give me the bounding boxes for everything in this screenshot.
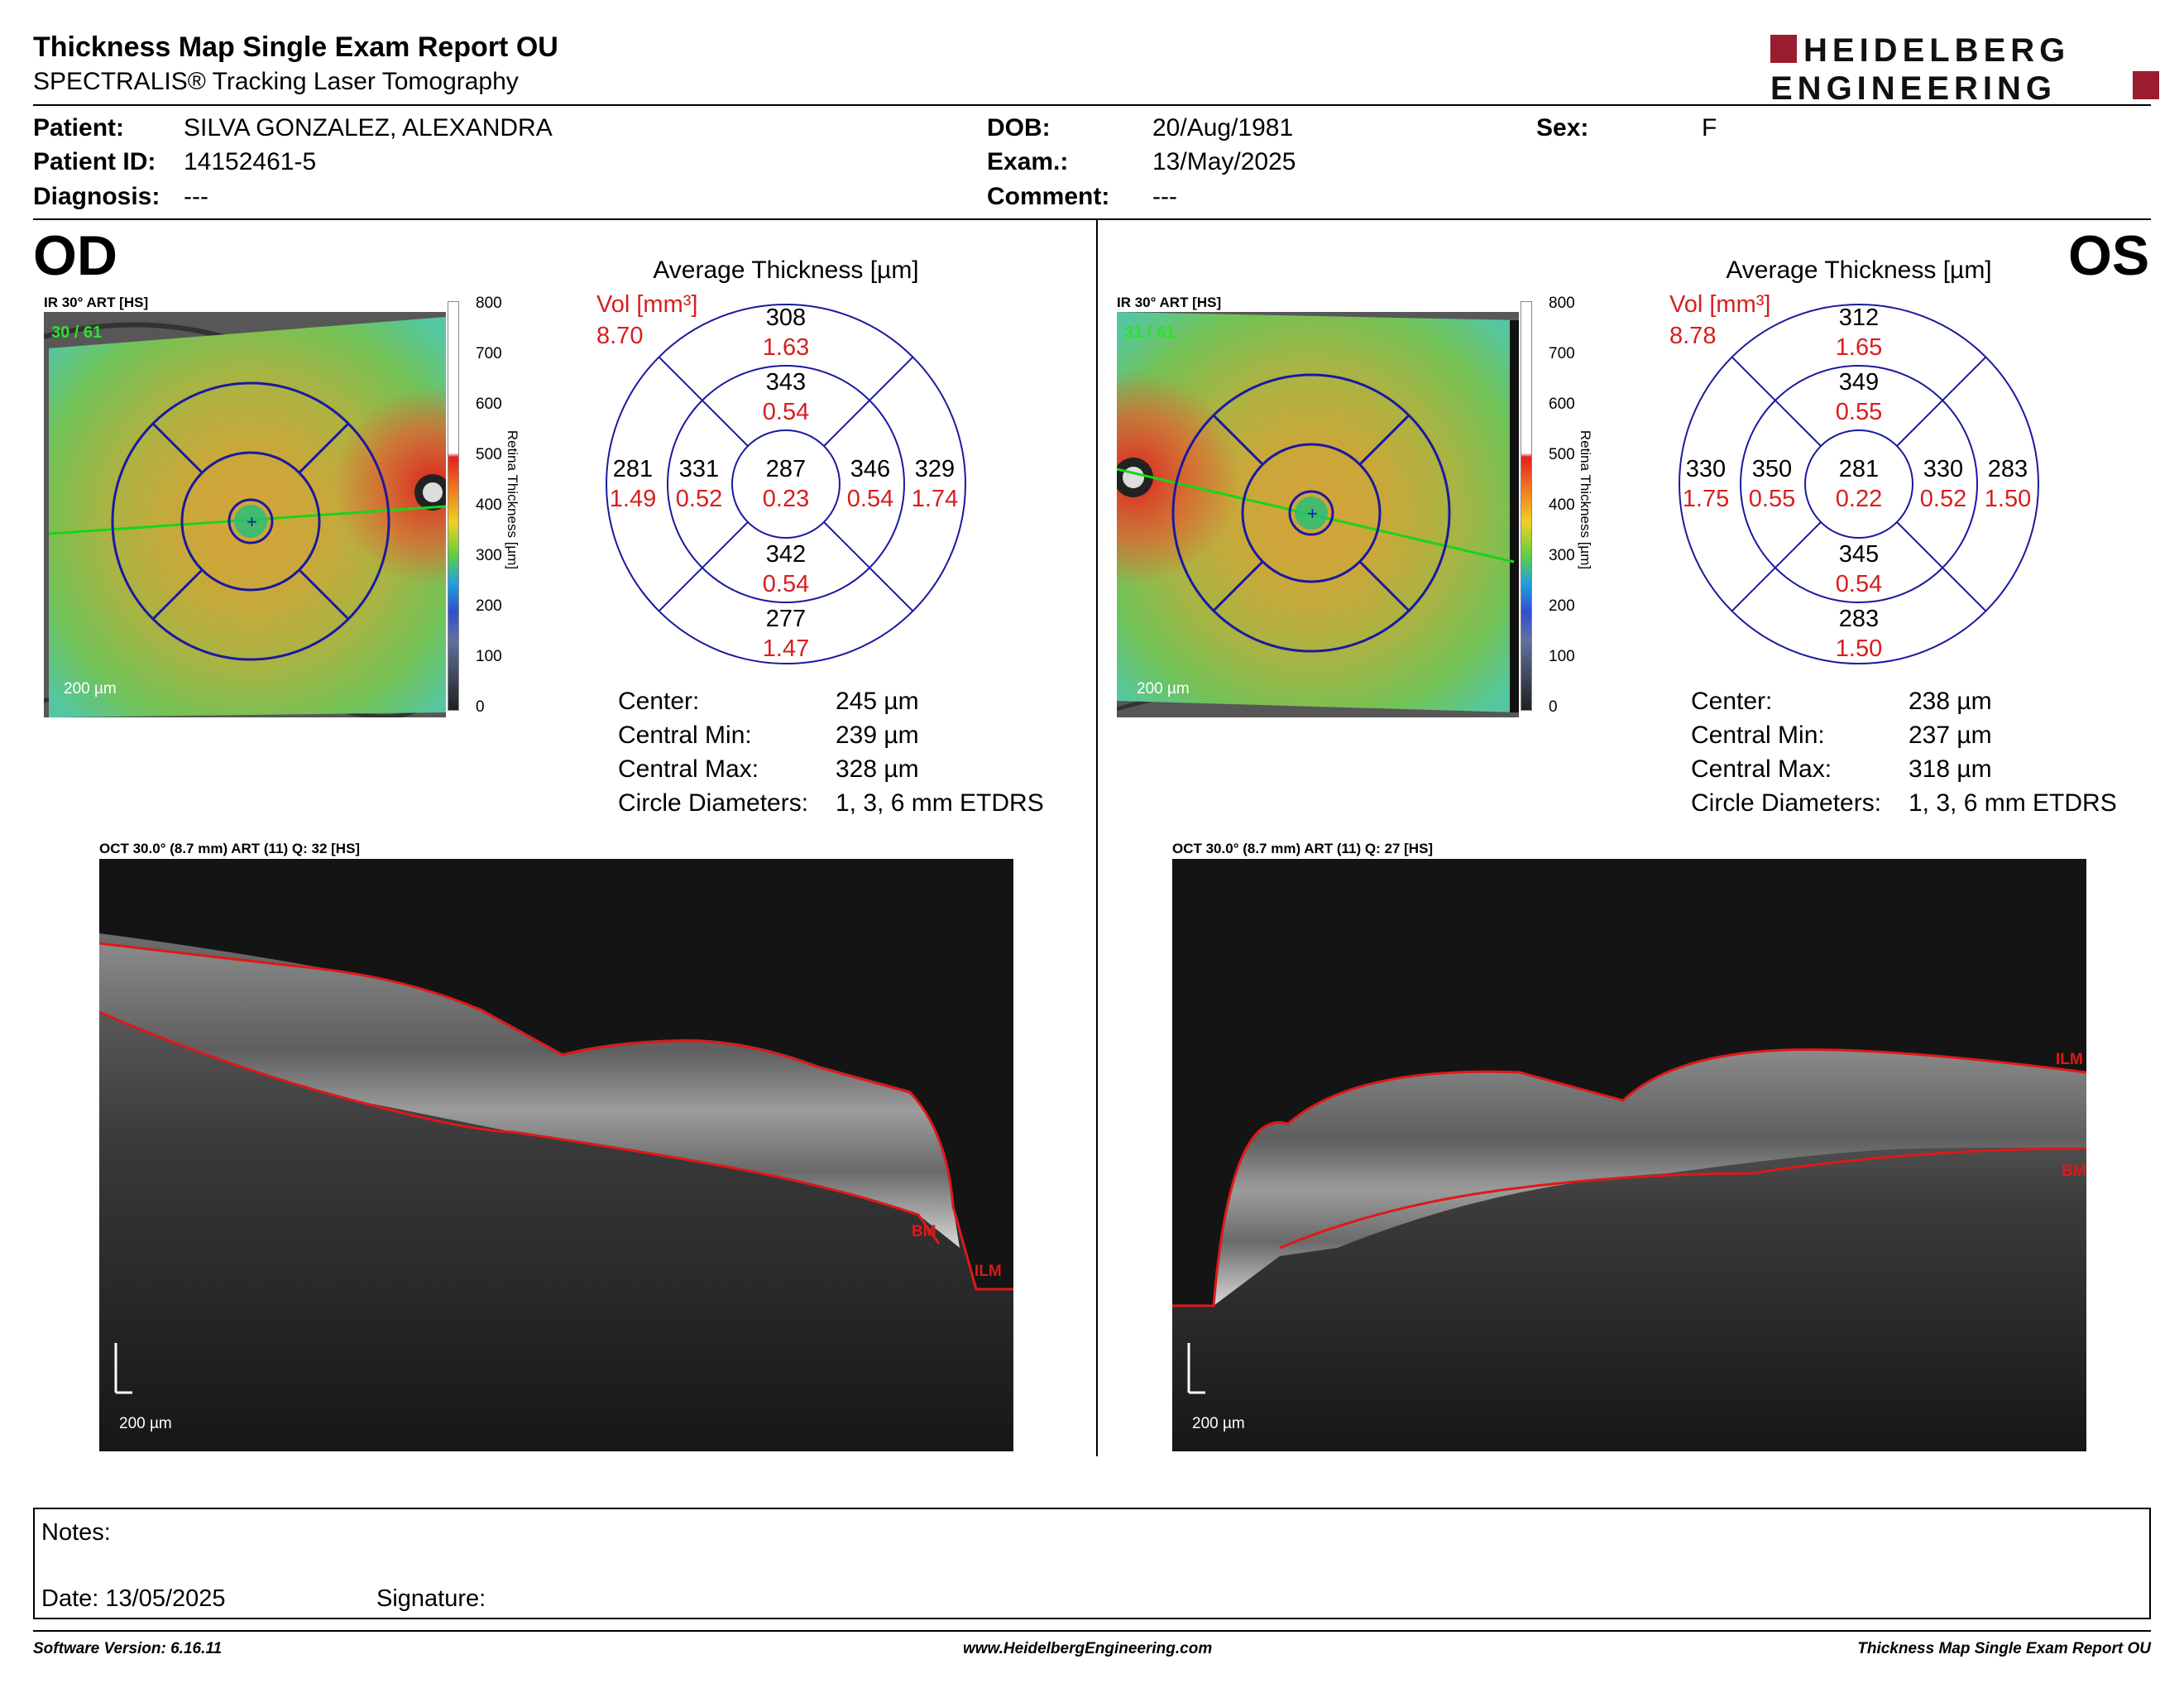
od-sector-outer-temporal: 329 1.74 — [911, 456, 959, 512]
os-frame-counter: 31 / 61 — [1124, 324, 1176, 342]
svg-text:ENGINEERING: ENGINEERING — [1770, 70, 2057, 104]
os-oct-label: OCT 30.0° (8.7 mm) ART (11) Q: 27 [HS] — [1172, 841, 1434, 856]
dob: 20/Aug/1981 — [1152, 114, 1294, 141]
os-sector-inner-temporal: 350 0.55 — [1748, 456, 1796, 512]
od-sector-outer-inferior: 277 1.47 — [762, 606, 810, 662]
os-circle-diameters-label: Circle Diameters: — [1691, 789, 1882, 817]
date-label: Date: 13/05/2025 — [41, 1585, 226, 1612]
os-scale-axis-label: Retina Thickness [µm] — [1578, 429, 1593, 570]
od-frame-counter: 30 / 61 — [51, 324, 103, 342]
od-circle-diameters-value: 1, 3, 6 mm ETDRS — [836, 789, 1044, 817]
os-fundus-scale: 200 µm — [1137, 680, 1190, 698]
od-sector-center: 287 0.23 — [762, 456, 810, 512]
od-oct-label: OCT 30.0° (8.7 mm) ART (11) Q: 32 [HS] — [99, 841, 361, 856]
os-center-label: Center: — [1691, 688, 1773, 715]
sex-label: Sex: — [1536, 114, 1589, 141]
os-center-value: 238 µm — [1909, 688, 1992, 715]
os-fundus-image: + 31 / 61 200 µm — [1117, 312, 1519, 717]
report-subtitle: SPECTRALIS® Tracking Laser Tomography — [33, 68, 519, 95]
patient-label: Patient: — [33, 114, 125, 141]
svg-text:HEIDELBERG: HEIDELBERG — [1803, 32, 2070, 69]
od-sector-inner-nasal: 331 0.52 — [675, 456, 723, 512]
od-oct-scan: BM ILM 200 µm — [99, 859, 1013, 1451]
os-sector-inner-nasal: 330 0.52 — [1919, 456, 1967, 512]
od-sector-outer-superior: 308 1.63 — [762, 305, 810, 361]
os-central-min-value: 237 µm — [1909, 722, 1992, 749]
website-link[interactable]: www.HeidelbergEngineering.com — [963, 1640, 1213, 1657]
os-central-max-label: Central Max: — [1691, 755, 1832, 783]
dob-label: DOB: — [987, 114, 1051, 141]
od-circle-diameters-label: Circle Diameters: — [618, 789, 809, 817]
os-central-min-label: Central Min: — [1691, 722, 1825, 749]
sex: F — [1702, 114, 1717, 141]
od-sector-inner-superior: 343 0.54 — [762, 369, 810, 425]
comment: --- — [1152, 183, 1177, 210]
od-etdrs-grid — [606, 304, 966, 664]
footer-rule — [33, 1630, 2151, 1632]
patient-id: 14152461-5 — [184, 148, 317, 175]
exam-label: Exam.: — [987, 148, 1069, 175]
od-sector-outer-nasal: 281 1.49 — [609, 456, 657, 512]
patient-id-label: Patient ID: — [33, 148, 156, 175]
os-etdrs-grid — [1679, 304, 2039, 664]
os-sector-center: 281 0.22 — [1835, 456, 1883, 512]
os-vol-label: Vol [mm³] — [1669, 291, 1771, 318]
os-sector-outer-superior: 312 1.65 — [1835, 305, 1883, 361]
notes-label: Notes: — [41, 1519, 111, 1546]
os-ilm-tag: ILM — [2056, 1051, 2083, 1068]
os-sector-inner-inferior: 345 0.54 — [1835, 541, 1883, 597]
signature-label: Signature: — [376, 1585, 486, 1612]
os-thickness-scale: 800 700 600 500 400 300 200 100 0 Retina… — [1521, 295, 1593, 716]
os-grid-title: Average Thickness [µm] — [1726, 257, 1992, 284]
os-central-max-value: 318 µm — [1909, 755, 1992, 783]
od-eye-label: OD — [33, 224, 117, 287]
od-central-max-label: Central Max: — [618, 755, 759, 783]
od-thickness-scale: 800 700 600 500 400 300 200 100 0 Retina… — [448, 295, 520, 716]
os-vol-total: 8.78 — [1669, 323, 1717, 349]
od-central-min-label: Central Min: — [618, 722, 752, 749]
exam-date: 13/May/2025 — [1152, 148, 1296, 175]
od-central-max-value: 328 µm — [836, 755, 919, 783]
od-vol-total: 8.70 — [596, 323, 644, 349]
od-sector-inner-temporal: 346 0.54 — [846, 456, 894, 512]
os-sector-outer-inferior: 283 1.50 — [1835, 606, 1883, 662]
comment-label: Comment: — [987, 183, 1110, 210]
od-fundus-scale: 200 µm — [64, 680, 117, 698]
od-fundus-image: + 30 / 61 200 µm — [44, 312, 446, 717]
od-vol-label: Vol [mm³] — [596, 291, 698, 318]
od-sector-inner-inferior: 342 0.54 — [762, 541, 810, 597]
eye-divider — [1096, 220, 1098, 1456]
od-center-value: 245 µm — [836, 688, 919, 715]
patient-name: SILVA GONZALEZ, ALEXANDRA — [184, 114, 553, 141]
notes-box[interactable]: Notes: Date: 13/05/2025 Signature: — [33, 1508, 2151, 1619]
heidelberg-logo: HEIDELBERG ENGINEERING — [1770, 32, 2159, 104]
os-circle-diameters-value: 1, 3, 6 mm ETDRS — [1909, 789, 2117, 817]
od-scale-axis-label: Retina Thickness [µm] — [505, 429, 520, 570]
svg-text:+: + — [1307, 503, 1318, 524]
od-central-min-value: 239 µm — [836, 722, 919, 749]
os-oct-scale: 200 µm — [1192, 1415, 1245, 1432]
info-rule — [33, 218, 2151, 220]
report-title: Thickness Map Single Exam Report OU — [33, 31, 558, 63]
software-version: Software Version: 6.16.11 — [33, 1640, 223, 1657]
os-sector-inner-superior: 349 0.55 — [1835, 369, 1883, 425]
os-ir-label: IR 30° ART [HS] — [1117, 295, 1222, 310]
od-bm-tag: BM — [912, 1223, 936, 1240]
footer-report-name: Thickness Map Single Exam Report OU — [1857, 1640, 2151, 1657]
diagnosis-label: Diagnosis: — [33, 183, 160, 210]
os-sector-outer-temporal: 330 1.75 — [1682, 456, 1730, 512]
header-rule — [33, 104, 2151, 106]
os-oct-scan: ILM BM 200 µm — [1172, 859, 2086, 1451]
os-eye-label: OS — [2068, 224, 2150, 287]
od-ilm-tag: ILM — [975, 1263, 1002, 1280]
od-grid-title: Average Thickness [µm] — [653, 257, 919, 284]
os-bm-tag: BM — [2062, 1163, 2086, 1180]
od-oct-scale: 200 µm — [119, 1415, 172, 1432]
od-center-label: Center: — [618, 688, 700, 715]
od-ir-label: IR 30° ART [HS] — [44, 295, 149, 310]
diagnosis: --- — [184, 183, 208, 210]
svg-text:+: + — [247, 511, 257, 532]
os-sector-outer-nasal: 283 1.50 — [1984, 456, 2032, 512]
